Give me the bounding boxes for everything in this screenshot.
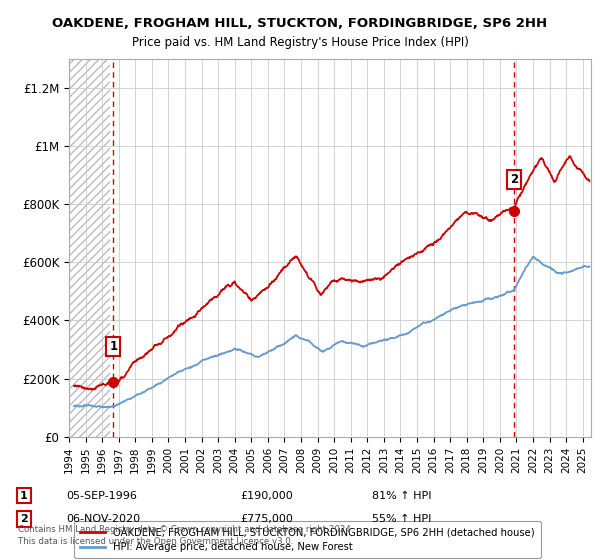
Text: £190,000: £190,000 (240, 491, 293, 501)
Text: 2: 2 (20, 514, 28, 524)
Text: Price paid vs. HM Land Registry's House Price Index (HPI): Price paid vs. HM Land Registry's House … (131, 36, 469, 49)
Text: 1: 1 (109, 340, 118, 353)
Text: 55% ↑ HPI: 55% ↑ HPI (372, 514, 431, 524)
Text: OAKDENE, FROGHAM HILL, STUCKTON, FORDINGBRIDGE, SP6 2HH: OAKDENE, FROGHAM HILL, STUCKTON, FORDING… (52, 17, 548, 30)
Text: 1: 1 (20, 491, 28, 501)
Text: Contains HM Land Registry data © Crown copyright and database right 2024.
This d: Contains HM Land Registry data © Crown c… (18, 525, 353, 546)
Text: 06-NOV-2020: 06-NOV-2020 (66, 514, 140, 524)
Legend: OAKDENE, FROGHAM HILL, STUCKTON, FORDINGBRIDGE, SP6 2HH (detached house), HPI: A: OAKDENE, FROGHAM HILL, STUCKTON, FORDING… (74, 521, 541, 558)
Text: 81% ↑ HPI: 81% ↑ HPI (372, 491, 431, 501)
Text: £775,000: £775,000 (240, 514, 293, 524)
Text: 05-SEP-1996: 05-SEP-1996 (66, 491, 137, 501)
Bar (69, 59, 110, 437)
Text: 2: 2 (510, 173, 518, 186)
